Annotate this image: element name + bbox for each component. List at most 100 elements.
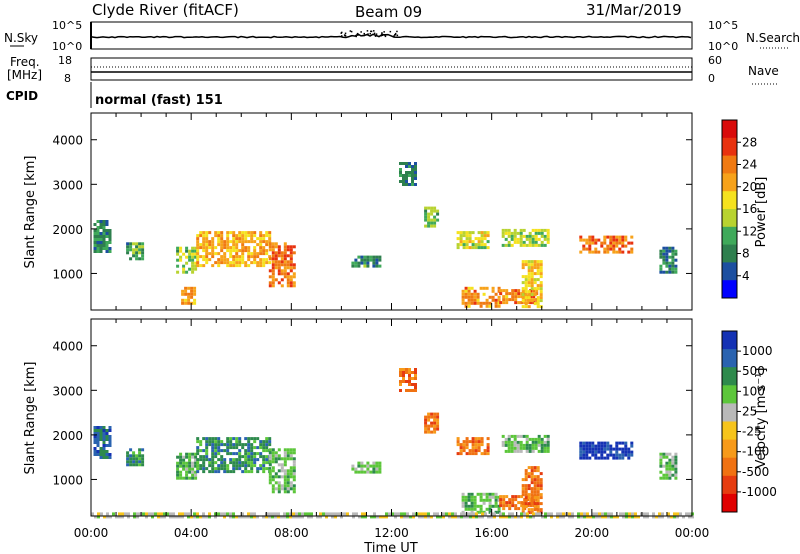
data-cell bbox=[504, 443, 508, 447]
data-cell bbox=[474, 237, 478, 241]
data-cell bbox=[226, 246, 230, 250]
velocity-heatmap bbox=[91, 368, 694, 519]
data-cell bbox=[253, 240, 257, 244]
data-cell bbox=[132, 451, 136, 455]
data-cell bbox=[585, 456, 589, 460]
data-cell bbox=[483, 452, 487, 456]
data-cell bbox=[93, 432, 97, 435]
data-cell bbox=[546, 446, 550, 450]
freq-tick-bottom: 8 bbox=[64, 72, 71, 85]
data-cell bbox=[476, 301, 480, 305]
data-cell bbox=[504, 237, 508, 241]
data-cell bbox=[511, 292, 515, 296]
data-cell bbox=[271, 478, 275, 482]
data-cell bbox=[539, 496, 543, 500]
data-cell bbox=[322, 512, 325, 516]
data-cell bbox=[366, 467, 370, 471]
data-cell bbox=[268, 234, 272, 238]
data-cell bbox=[402, 177, 405, 180]
data-cell bbox=[96, 250, 100, 253]
data-cell bbox=[223, 461, 227, 465]
data-cell bbox=[582, 247, 586, 251]
data-cell bbox=[271, 242, 275, 246]
data-cell bbox=[286, 278, 290, 282]
data-cell bbox=[250, 443, 254, 447]
data-cell bbox=[606, 441, 610, 445]
data-cell bbox=[460, 512, 463, 516]
data-cell bbox=[105, 247, 109, 250]
data-cell bbox=[214, 455, 218, 459]
data-cell bbox=[588, 250, 592, 254]
data-cell bbox=[488, 304, 492, 308]
data-cell bbox=[271, 257, 275, 261]
data-cell bbox=[406, 515, 409, 519]
data-cell bbox=[160, 512, 163, 516]
data-cell bbox=[414, 162, 417, 165]
data-cell bbox=[211, 255, 215, 259]
data-cell bbox=[539, 287, 543, 291]
data-cell bbox=[241, 243, 245, 247]
data-cell bbox=[141, 254, 145, 258]
data-cell bbox=[502, 301, 506, 305]
data-cell bbox=[188, 267, 192, 271]
data-cell bbox=[205, 455, 209, 459]
data-cell bbox=[585, 444, 589, 448]
data-cell bbox=[461, 289, 465, 293]
data-cell bbox=[665, 470, 669, 474]
data-cell bbox=[229, 443, 233, 447]
data-cell bbox=[527, 272, 531, 276]
data-cell bbox=[521, 296, 525, 300]
data-cell bbox=[488, 495, 492, 499]
data-cell bbox=[286, 454, 290, 458]
data-cell bbox=[668, 458, 672, 462]
data-cell bbox=[536, 499, 540, 503]
data-cell bbox=[265, 443, 269, 447]
data-cell bbox=[375, 461, 379, 465]
data-cell bbox=[289, 451, 293, 455]
data-cell bbox=[601, 512, 604, 516]
data-cell bbox=[226, 449, 230, 453]
data-cell bbox=[467, 301, 471, 305]
data-cell bbox=[271, 448, 275, 452]
data-cell bbox=[562, 512, 565, 516]
data-cell bbox=[108, 456, 112, 459]
data-cell bbox=[556, 515, 559, 519]
data-cell bbox=[517, 507, 521, 511]
data-cell bbox=[408, 171, 411, 174]
data-cell bbox=[280, 254, 284, 258]
data-cell bbox=[546, 237, 550, 241]
data-cell bbox=[461, 501, 465, 505]
data-cell bbox=[176, 473, 180, 477]
data-cell bbox=[679, 512, 682, 516]
data-cell bbox=[624, 244, 628, 248]
data-cell bbox=[262, 234, 266, 238]
data-cell bbox=[191, 252, 195, 256]
data-cell bbox=[525, 434, 529, 438]
data-cell bbox=[229, 255, 233, 259]
data-cell bbox=[534, 240, 538, 244]
data-cell bbox=[108, 438, 112, 441]
data-cell bbox=[160, 515, 163, 519]
data-cell bbox=[280, 284, 284, 288]
data-cell bbox=[277, 454, 281, 458]
data-cell bbox=[262, 467, 266, 471]
data-cell bbox=[196, 252, 200, 256]
data-cell bbox=[473, 504, 477, 508]
data-cell bbox=[507, 240, 511, 244]
data-cell bbox=[588, 441, 592, 445]
data-cell bbox=[531, 234, 535, 238]
data-cell bbox=[286, 472, 290, 476]
data-cell bbox=[217, 464, 221, 468]
power-heatmap bbox=[93, 162, 678, 309]
data-cell bbox=[468, 449, 472, 453]
data-cell bbox=[262, 264, 266, 268]
data-cell bbox=[265, 446, 269, 450]
data-cell bbox=[539, 487, 543, 491]
data-cell bbox=[102, 441, 106, 444]
data-cell bbox=[208, 461, 212, 465]
data-cell bbox=[191, 261, 195, 265]
nsky-left-tick-top: 10^5 bbox=[52, 19, 82, 32]
data-cell bbox=[358, 515, 361, 519]
data-cell bbox=[527, 275, 531, 279]
data-cell bbox=[470, 507, 474, 511]
